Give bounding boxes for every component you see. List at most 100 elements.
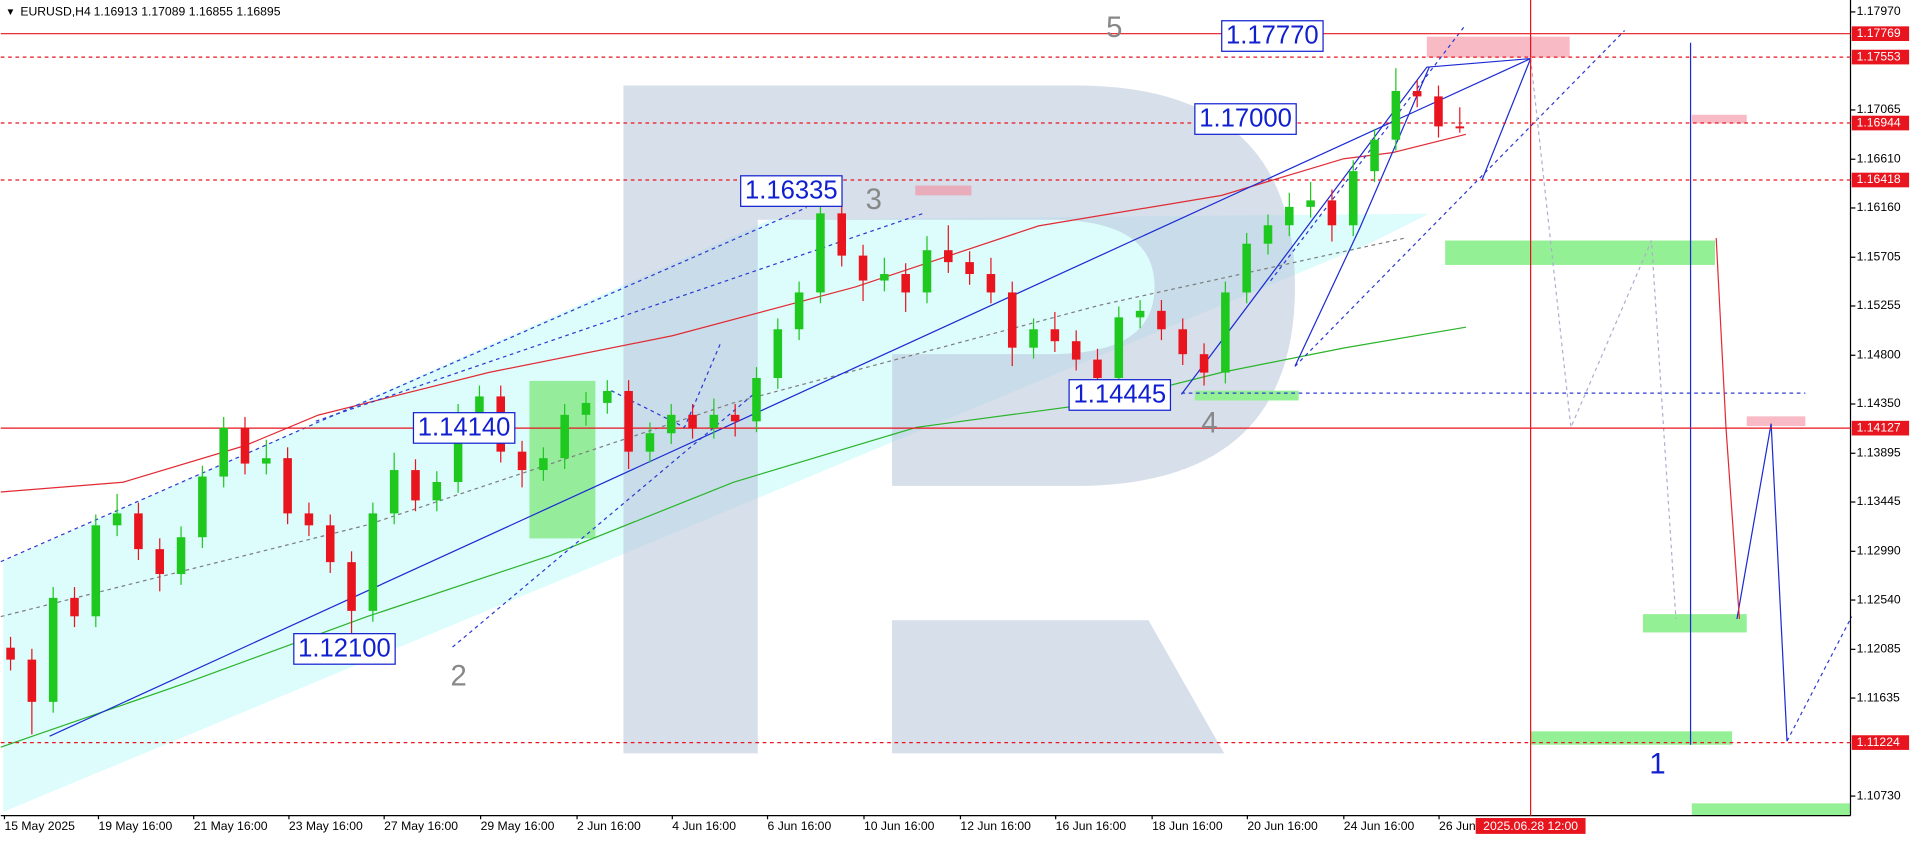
y-tick-label: 1.15705 (1857, 249, 1901, 263)
zone (1746, 416, 1806, 427)
candle-body (1412, 90, 1422, 97)
annotation-box (1068, 379, 1172, 411)
y-tick-label: 1.13445 (1857, 494, 1901, 508)
candle-body (1391, 90, 1401, 140)
x-tick-label: 19 May 16:00 (98, 819, 172, 833)
zone (1691, 803, 1851, 816)
x-tick-label: 24 Jun 16:00 (1344, 819, 1415, 833)
x-tick-label: 27 May 16:00 (384, 819, 458, 833)
candle-body (1263, 225, 1273, 244)
price-level-box (1851, 115, 1910, 131)
candle-body (389, 470, 399, 514)
candle-body (6, 647, 15, 660)
logo (623, 85, 1295, 754)
forecast (1715, 238, 1741, 620)
x-tick-label: 2 Jun 16:00 (577, 819, 641, 833)
candle-body (325, 525, 335, 563)
candle-body (219, 427, 228, 477)
annotation: 1.12100 (298, 634, 391, 662)
annotation-box (1221, 20, 1324, 52)
y-tick-label: 1.12990 (1857, 544, 1901, 558)
candle-body (1285, 206, 1294, 226)
y-tick-label: 1.12540 (1857, 592, 1901, 606)
candle-body (1071, 341, 1081, 360)
price-level-box (1851, 735, 1910, 750)
zone (1194, 390, 1299, 401)
annotation: 1.16335 (745, 176, 838, 204)
price-level-box (1851, 172, 1910, 188)
annotation: 1.17770 (1226, 21, 1319, 49)
y-tick-label: 1.16610 (1857, 151, 1901, 165)
time-marker: 2025.06.28 12:00 (1483, 819, 1578, 833)
candle-body (1093, 359, 1102, 379)
wave-label: 2 (450, 659, 466, 692)
candle-body (1199, 354, 1209, 373)
candle-body (475, 396, 484, 415)
zone (1691, 114, 1747, 124)
candle-body (837, 213, 847, 256)
candle-body (539, 458, 548, 471)
candle-body (1434, 96, 1443, 127)
candle-body (1455, 126, 1465, 129)
x-tick-label: 23 May 16:00 (289, 819, 363, 833)
time-marker-box (1475, 818, 1586, 834)
annotation: 1.17000 (1199, 104, 1292, 132)
x-tick-label: 29 May 16:00 (481, 819, 555, 833)
candle-body (1306, 200, 1315, 207)
candle-body (1029, 329, 1038, 348)
x-tick-label: 10 Jun 16:00 (864, 819, 935, 833)
candle-body (432, 481, 442, 501)
x-tick-label: 6 Jun 16:00 (768, 819, 832, 833)
y-tick-label: 1.14800 (1857, 347, 1901, 361)
candle-body (517, 451, 527, 471)
annotation-box (412, 412, 516, 444)
candle-body (1221, 292, 1230, 373)
candle-body (581, 402, 591, 415)
x-tick-label: 4 Jun 16:00 (672, 819, 736, 833)
candle-body (1178, 329, 1188, 355)
candle-body (645, 433, 655, 452)
zone (1445, 240, 1715, 265)
logo (892, 620, 1225, 754)
wave-label: 5 (1106, 11, 1122, 44)
candle-body (880, 274, 889, 281)
annotation-box (740, 175, 843, 207)
y-tick-label: 1.10730 (1857, 788, 1901, 802)
candle-body (1135, 310, 1145, 318)
x-tick-label: 12 Jun 16:00 (960, 819, 1031, 833)
price-level-label: 1.11224 (1857, 735, 1900, 749)
header-close: 1.16895 (236, 4, 280, 18)
candle-body (368, 513, 378, 611)
y-tick-label: 1.11635 (1857, 690, 1900, 704)
candle-body (752, 378, 761, 422)
candle-body (901, 274, 910, 293)
moving-average (0, 326, 1467, 748)
candle-body (1370, 139, 1379, 172)
price-level-box (1851, 26, 1910, 42)
header-icon: ▼ (6, 7, 16, 18)
candle-body (262, 458, 271, 464)
price-level-label: 1.14127 (1857, 420, 1901, 434)
forecast (49, 42, 1788, 745)
candle-body (1007, 292, 1017, 348)
price-level-box (1851, 49, 1910, 65)
candle-body (453, 414, 463, 482)
x-tick-label: 18 Jun 16:00 (1152, 819, 1223, 833)
candle-body (112, 513, 122, 526)
header-high: 1.17089 (141, 4, 185, 18)
candle-body (198, 476, 207, 538)
x-tick-label: 20 Jun 16:00 (1247, 819, 1318, 833)
header-low: 1.16855 (189, 4, 233, 18)
candle-body (965, 262, 974, 275)
candle-body (283, 458, 292, 514)
candle-body (922, 250, 932, 293)
zone (1426, 36, 1570, 58)
price-level-label: 1.16944 (1857, 115, 1901, 129)
candle-body (91, 525, 101, 617)
y-tick-label: 1.17065 (1857, 102, 1901, 116)
price-level-label: 1.16418 (1857, 172, 1901, 186)
candle-body (624, 391, 633, 452)
annotation: 1.14445 (1073, 380, 1166, 408)
x-tick-label: 15 May 2025 (4, 819, 75, 833)
